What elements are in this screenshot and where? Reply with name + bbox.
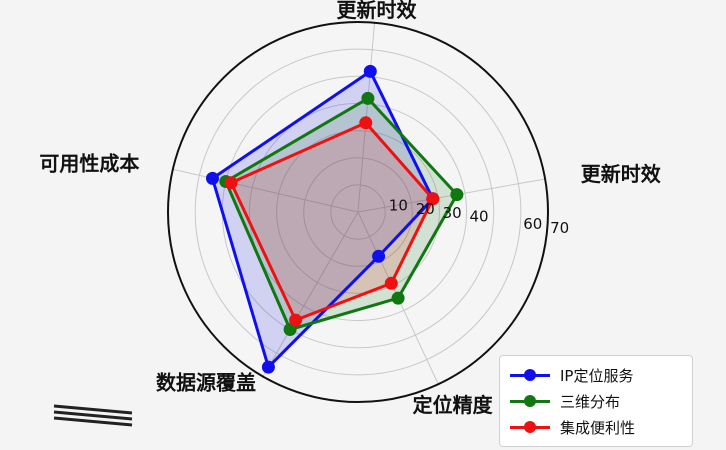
series-fill-2 [225, 98, 457, 330]
legend-item-integration: 集成便利性 [508, 414, 684, 440]
series-point-1-1 [372, 249, 386, 263]
radial-tick-label: 60 [523, 215, 542, 233]
grid-spoke [262, 211, 359, 377]
series-point-3-3 [359, 116, 373, 130]
series-line-2 [224, 96, 459, 331]
radial-tick-label: 10 [389, 196, 408, 214]
series-point-2-3 [361, 91, 375, 105]
legend-label: IP定位服务 [560, 366, 634, 385]
series-point-1-3 [363, 64, 377, 78]
axis-label-4: 可用性成本 [39, 151, 139, 175]
series-line-3 [229, 121, 435, 322]
series-point-1-5 [261, 360, 275, 374]
scribble-decoration [53, 404, 133, 427]
series-point-2-1 [391, 291, 405, 305]
legend-item-ip: IP定位服务 [508, 362, 684, 388]
legend-marker-icon [508, 417, 552, 437]
grid-ring [276, 130, 440, 294]
series-point-3-5 [289, 313, 303, 327]
grid-ring [330, 184, 386, 240]
axis-label-2: 更新时效 [581, 162, 661, 186]
series-point-2-2 [450, 188, 464, 202]
radial-tick-label: 20 [416, 200, 435, 218]
series-fill-3 [231, 122, 433, 321]
series-point-3-1 [384, 276, 398, 290]
radial-tick-label: 40 [470, 208, 489, 226]
grid-ring [303, 157, 413, 267]
legend: IP定位服务 三维分布 集成便利性 [499, 355, 693, 447]
axis-label-5: 数据源覆盖 [156, 371, 256, 395]
legend-marker-icon [508, 391, 552, 411]
legend-marker-icon [508, 365, 552, 385]
axis-label-3: 更新时效 [337, 0, 417, 22]
legend-item-3d: 三维分布 [508, 388, 684, 414]
radar-series [206, 64, 464, 374]
series-point-1-4 [206, 171, 219, 185]
series-fill-1 [212, 71, 433, 368]
series-point-3-2 [426, 192, 440, 206]
series-point-3-4 [224, 176, 238, 190]
grid-spoke [172, 168, 359, 213]
series-line-1 [211, 69, 435, 369]
grid-ring [194, 48, 522, 376]
legend-label: 三维分布 [560, 392, 621, 411]
radial-tick-label: 30 [443, 204, 462, 222]
radial-tick-label: 70 [550, 219, 569, 237]
legend-label: 集成便利性 [560, 418, 636, 437]
outer-ring [167, 21, 549, 403]
axis-label-1: 定位精度 [413, 393, 494, 417]
